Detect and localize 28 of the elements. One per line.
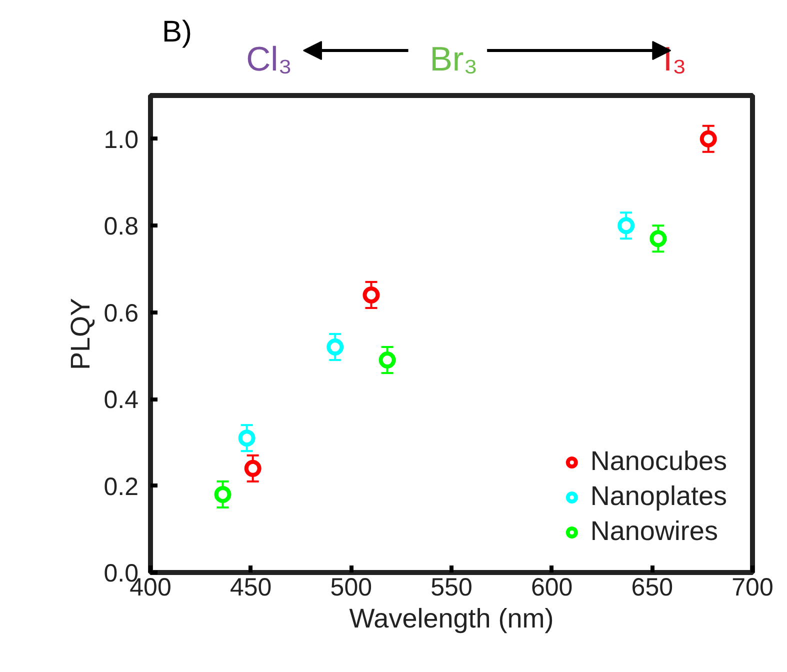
- point: [378, 352, 396, 369]
- y-tick-label: 0.4: [104, 386, 139, 414]
- y-tick-label: 0.2: [104, 472, 139, 501]
- point: [650, 230, 667, 248]
- x-tick-label: 650: [631, 574, 674, 602]
- point: [700, 130, 717, 148]
- text: Br₃: [430, 40, 478, 78]
- legend-label: Nanocubes: [590, 446, 727, 477]
- x-tick-label: 600: [530, 574, 573, 602]
- x-axis-title: Wavelength (nm): [349, 604, 554, 634]
- legend-label: Nanowires: [590, 516, 718, 547]
- text: B): [162, 16, 192, 48]
- y-tick-label: 0.6: [104, 299, 139, 328]
- point: [618, 217, 635, 234]
- point: [362, 286, 380, 304]
- text: Cl₃: [246, 40, 292, 78]
- y-tick-label: 1.0: [104, 126, 139, 154]
- x-tick-label: 450: [230, 574, 272, 602]
- y-axis-title: PLQY: [66, 298, 96, 370]
- x-tick-label: 550: [430, 574, 472, 602]
- point: [238, 430, 256, 447]
- x-tick-label: 700: [732, 574, 774, 602]
- point: [326, 338, 344, 356]
- point: [214, 486, 232, 503]
- point: [244, 460, 262, 477]
- y-tick-label: 0.8: [104, 212, 139, 241]
- x-tick-label: 500: [330, 574, 372, 602]
- legend-label: Nanoplates: [590, 481, 727, 512]
